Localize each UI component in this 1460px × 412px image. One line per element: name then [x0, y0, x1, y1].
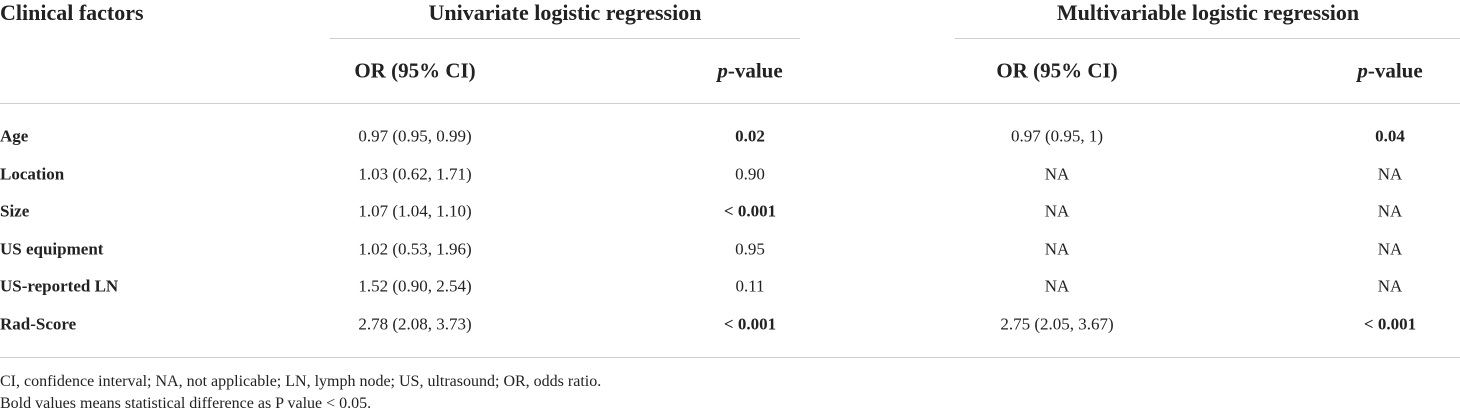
column-header: p-value [1357, 58, 1423, 83]
table-cell: 0.04 [1375, 126, 1405, 146]
table-cell: 0.97 (0.95, 1) [1010, 126, 1104, 146]
table-cell: 1.07 (1.04, 1.10) [358, 201, 472, 221]
row-label: Size [0, 201, 30, 221]
table-cell: NA [1044, 239, 1070, 259]
table-cell: NA [1377, 164, 1403, 184]
group-rule [955, 38, 1460, 39]
group-header: Multivariable logistic regression [1056, 0, 1360, 25]
row-label: US-reported LN [0, 276, 119, 296]
row-label: US equipment [0, 239, 104, 259]
footnote: CI, confidence interval; NA, not applica… [0, 373, 602, 390]
table-cell: < 0.001 [723, 201, 777, 221]
table-cell: 0.11 [735, 276, 765, 296]
header-factor: Clinical factors [0, 0, 144, 25]
column-header: p-value [717, 58, 783, 83]
table-cell: NA [1044, 276, 1070, 296]
table-cell: 2.78 (2.08, 3.73) [358, 314, 472, 334]
table-cell: 1.02 (0.53, 1.96) [358, 239, 472, 259]
table-cell: NA [1377, 239, 1403, 259]
table-cell: 1.03 (0.62, 1.71) [358, 164, 472, 184]
table-cell: NA [1377, 201, 1403, 221]
group-rule [330, 38, 800, 39]
group-header: Univariate logistic regression [428, 0, 702, 25]
column-header: OR (95% CI) [996, 58, 1118, 83]
header-rule [0, 103, 1460, 104]
table-cell: 1.52 (0.90, 2.54) [358, 276, 472, 296]
table-cell: 2.75 (2.05, 3.67) [1000, 314, 1114, 334]
column-header: OR (95% CI) [354, 58, 476, 83]
bottom-rule [0, 357, 1460, 358]
table-cell: 0.90 [735, 164, 765, 184]
footnote: Bold values means statistical difference… [0, 395, 372, 412]
table-cell: 0.02 [735, 126, 765, 146]
row-label: Rad-Score [0, 314, 77, 334]
table-cell: < 0.001 [1363, 314, 1417, 334]
table-cell: NA [1044, 201, 1070, 221]
table-cell: NA [1044, 164, 1070, 184]
row-label: Location [0, 164, 65, 184]
table-cell: 0.97 (0.95, 0.99) [358, 126, 472, 146]
table-cell: 0.95 [735, 239, 765, 259]
table-cell: < 0.001 [723, 314, 777, 334]
table-cell: NA [1377, 276, 1403, 296]
row-label: Age [0, 126, 29, 146]
